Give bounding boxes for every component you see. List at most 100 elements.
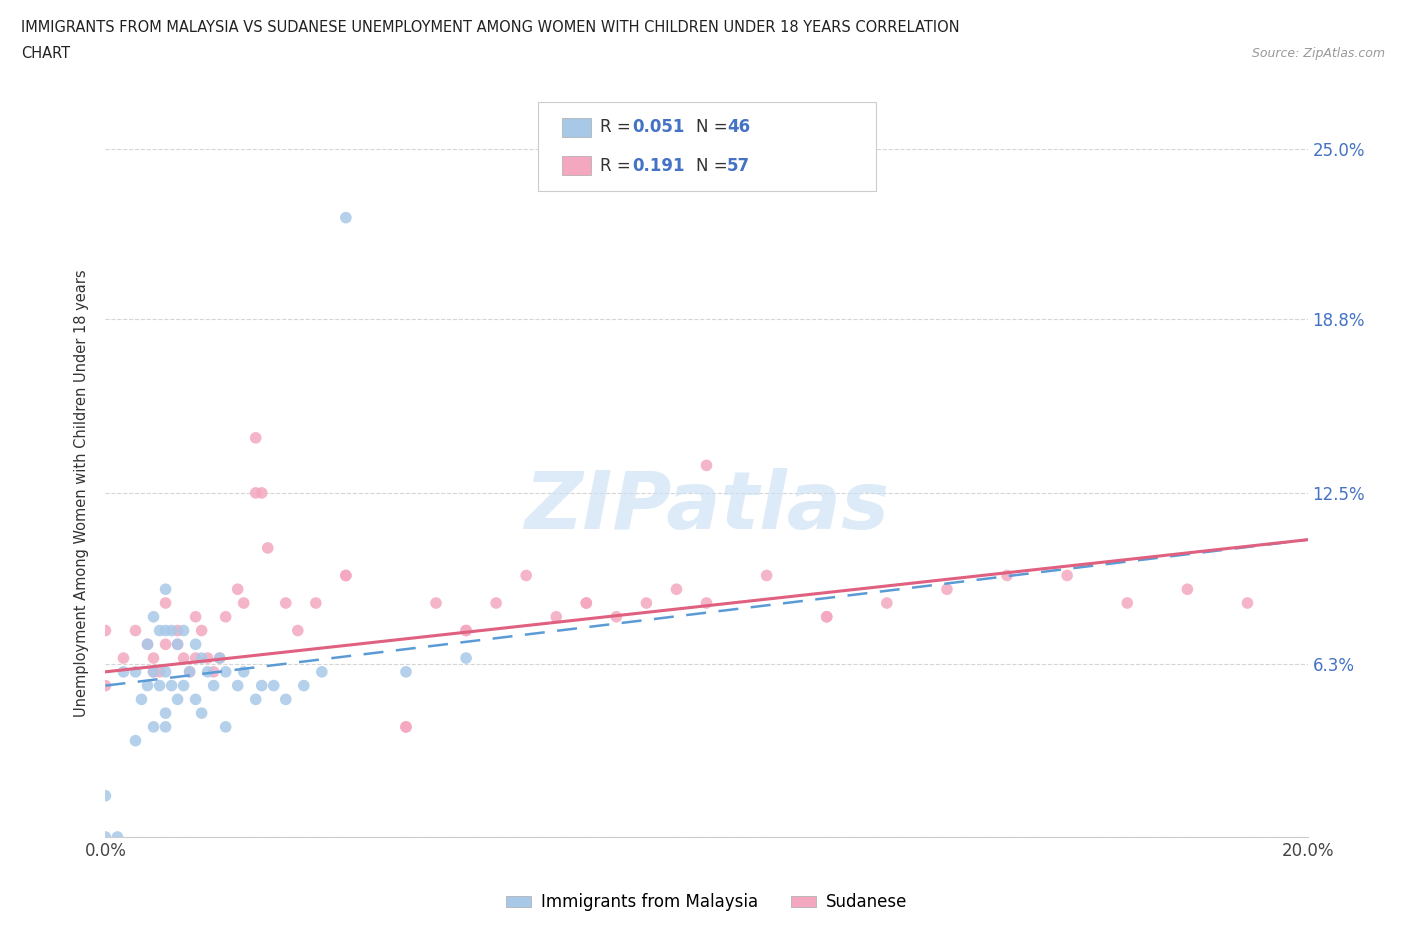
Point bbox=[755, 568, 778, 583]
Point bbox=[124, 623, 146, 638]
Point bbox=[136, 637, 159, 652]
Point bbox=[197, 664, 219, 679]
Point bbox=[142, 609, 165, 624]
Point bbox=[197, 651, 219, 666]
Point bbox=[1116, 595, 1139, 610]
Point bbox=[245, 431, 267, 445]
Text: 57: 57 bbox=[727, 156, 749, 175]
Point bbox=[256, 540, 278, 555]
Point bbox=[245, 692, 267, 707]
Point bbox=[173, 678, 195, 693]
Point bbox=[1056, 568, 1078, 583]
Point bbox=[1236, 595, 1258, 610]
Point bbox=[179, 664, 201, 679]
Point bbox=[214, 609, 236, 624]
Point bbox=[148, 623, 170, 638]
Point bbox=[107, 830, 129, 844]
Point bbox=[142, 664, 165, 679]
Point bbox=[124, 733, 146, 748]
Point bbox=[515, 568, 537, 583]
Point bbox=[395, 720, 418, 735]
Point bbox=[190, 623, 212, 638]
Point bbox=[546, 609, 568, 624]
Point bbox=[311, 664, 333, 679]
Text: 0.051: 0.051 bbox=[633, 118, 685, 137]
Point bbox=[214, 720, 236, 735]
Point bbox=[184, 637, 207, 652]
Point bbox=[112, 651, 135, 666]
Point bbox=[575, 595, 598, 610]
Text: IMMIGRANTS FROM MALAYSIA VS SUDANESE UNEMPLOYMENT AMONG WOMEN WITH CHILDREN UNDE: IMMIGRANTS FROM MALAYSIA VS SUDANESE UNE… bbox=[21, 20, 960, 35]
Point bbox=[173, 651, 195, 666]
Point bbox=[395, 664, 418, 679]
Point bbox=[202, 678, 225, 693]
Point bbox=[575, 595, 598, 610]
Point bbox=[335, 210, 357, 225]
Point bbox=[160, 678, 183, 693]
Point bbox=[232, 595, 254, 610]
Legend: Immigrants from Malaysia, Sudanese: Immigrants from Malaysia, Sudanese bbox=[499, 887, 914, 918]
Point bbox=[142, 664, 165, 679]
Point bbox=[876, 595, 898, 610]
Point bbox=[155, 664, 177, 679]
Point bbox=[250, 678, 273, 693]
Point bbox=[179, 664, 201, 679]
Text: 0.191: 0.191 bbox=[633, 156, 685, 175]
Point bbox=[94, 830, 117, 844]
Point bbox=[190, 651, 212, 666]
Point bbox=[250, 485, 273, 500]
Point bbox=[305, 595, 328, 610]
Point bbox=[226, 582, 249, 597]
Point bbox=[173, 623, 195, 638]
Point bbox=[936, 582, 959, 597]
Point bbox=[166, 623, 188, 638]
Point bbox=[605, 609, 627, 624]
Point bbox=[485, 595, 508, 610]
Point bbox=[155, 720, 177, 735]
Point bbox=[160, 623, 183, 638]
Point bbox=[148, 664, 170, 679]
Point bbox=[815, 609, 838, 624]
Point bbox=[155, 706, 177, 721]
Point bbox=[454, 651, 477, 666]
Text: 46: 46 bbox=[727, 118, 749, 137]
Point bbox=[184, 651, 207, 666]
Point bbox=[142, 720, 165, 735]
Point bbox=[155, 637, 177, 652]
Point bbox=[208, 651, 231, 666]
Point bbox=[166, 692, 188, 707]
Point bbox=[335, 568, 357, 583]
Point bbox=[665, 582, 688, 597]
Point bbox=[226, 678, 249, 693]
Point bbox=[184, 609, 207, 624]
Point bbox=[292, 678, 315, 693]
Text: CHART: CHART bbox=[21, 46, 70, 61]
Point bbox=[184, 692, 207, 707]
Point bbox=[136, 678, 159, 693]
Point bbox=[995, 568, 1018, 583]
Point bbox=[124, 664, 146, 679]
Point bbox=[454, 623, 477, 638]
Point bbox=[155, 582, 177, 597]
Point bbox=[335, 568, 357, 583]
Point bbox=[155, 595, 177, 610]
Point bbox=[287, 623, 309, 638]
Point bbox=[94, 623, 117, 638]
Point bbox=[142, 651, 165, 666]
Point bbox=[166, 637, 188, 652]
Point bbox=[94, 789, 117, 804]
Point bbox=[112, 664, 135, 679]
Point bbox=[166, 637, 188, 652]
Point bbox=[454, 623, 477, 638]
Point bbox=[425, 595, 447, 610]
Point bbox=[232, 664, 254, 679]
Point bbox=[208, 651, 231, 666]
Text: R =: R = bbox=[600, 118, 637, 137]
Text: R =: R = bbox=[600, 156, 637, 175]
Point bbox=[190, 706, 212, 721]
Point bbox=[815, 609, 838, 624]
Point bbox=[148, 678, 170, 693]
Point bbox=[274, 595, 297, 610]
Point bbox=[263, 678, 285, 693]
Point bbox=[1175, 582, 1198, 597]
